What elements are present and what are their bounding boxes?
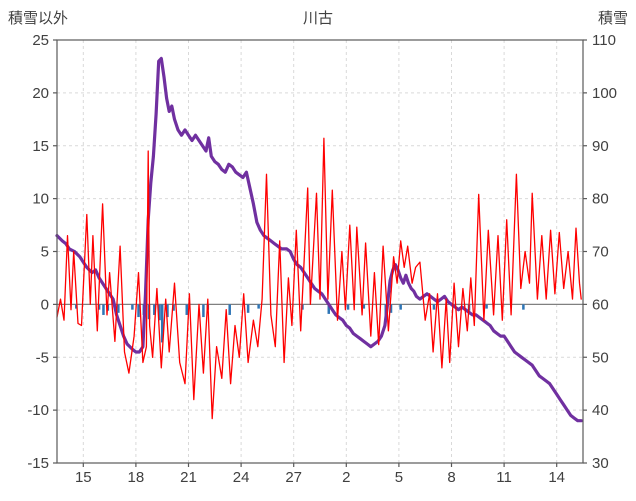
blue-bars-bar — [97, 304, 101, 310]
x-axis-label: 8 — [447, 469, 455, 486]
blue-bars-bar — [102, 304, 105, 315]
right-axis-label: 90 — [592, 138, 609, 155]
left-axis-label: -15 — [27, 455, 49, 472]
right-axis-title: 積雪 — [597, 10, 628, 27]
blue-bars-bar — [432, 304, 436, 310]
x-axis-label: 18 — [128, 469, 145, 486]
blue-bars-bar — [389, 304, 393, 313]
blue-bars-bar — [399, 304, 402, 310]
blue-bars-bar — [257, 304, 260, 309]
left-axis-title: 積雪以外 — [8, 10, 69, 27]
red-line — [56, 137, 582, 420]
left-axis-label: 10 — [32, 191, 49, 208]
blue-bars-bar — [131, 304, 134, 310]
blue-bars-bar — [485, 304, 488, 309]
right-axis-label: 100 — [592, 85, 617, 102]
blue-bars-bar — [246, 304, 250, 313]
x-axis-label: 11 — [496, 469, 512, 486]
left-axis-label: 0 — [41, 296, 49, 313]
purple-line-snow-depth — [55, 56, 583, 423]
left-axis-label: -10 — [27, 402, 49, 419]
blue-bars-bar — [158, 304, 161, 321]
blue-bars-bar — [153, 304, 156, 315]
blue-bars-bar — [346, 304, 350, 310]
x-axis-label: 14 — [548, 469, 565, 486]
chart-header: 積雪以外 川古 積雪 — [0, 7, 636, 29]
x-axis-label: 5 — [395, 469, 403, 486]
right-axis-label: 110 — [592, 32, 616, 49]
chart-title: 川古 — [302, 10, 333, 27]
blue-bars-bar — [228, 304, 231, 315]
blue-bars-bar — [202, 304, 205, 318]
left-axis-label: 25 — [32, 32, 49, 49]
right-axis-label: 40 — [592, 402, 609, 419]
blue-bars-bar — [362, 304, 366, 309]
blue-bars-bar — [137, 304, 140, 318]
x-axis-label: 2 — [342, 469, 350, 486]
blue-bars-bar — [172, 304, 175, 311]
left-axis-label: 15 — [32, 138, 49, 155]
x-axis-label: 15 — [75, 469, 92, 486]
blue-bars-bar — [522, 304, 525, 310]
blue-bars-bar — [166, 304, 169, 318]
right-axis-label: 30 — [592, 455, 609, 472]
blue-bars-bar — [185, 304, 188, 315]
blue-bars-bar — [75, 304, 78, 309]
left-axis-label: 20 — [32, 85, 49, 102]
left-axis-label: 5 — [41, 244, 49, 261]
x-axis-label: 24 — [233, 469, 250, 486]
blue-bars-bar — [327, 304, 331, 314]
blue-bars-bar — [160, 304, 164, 343]
x-axis-label: 21 — [180, 469, 197, 486]
right-axis-label: 50 — [592, 349, 609, 366]
right-axis-label: 80 — [592, 191, 609, 208]
blue-bars-bar — [117, 304, 120, 313]
x-axis-label: 27 — [285, 469, 302, 486]
right-axis-label: 70 — [592, 244, 609, 261]
left-axis-label: -5 — [36, 349, 49, 366]
right-axis-label: 60 — [592, 296, 609, 313]
